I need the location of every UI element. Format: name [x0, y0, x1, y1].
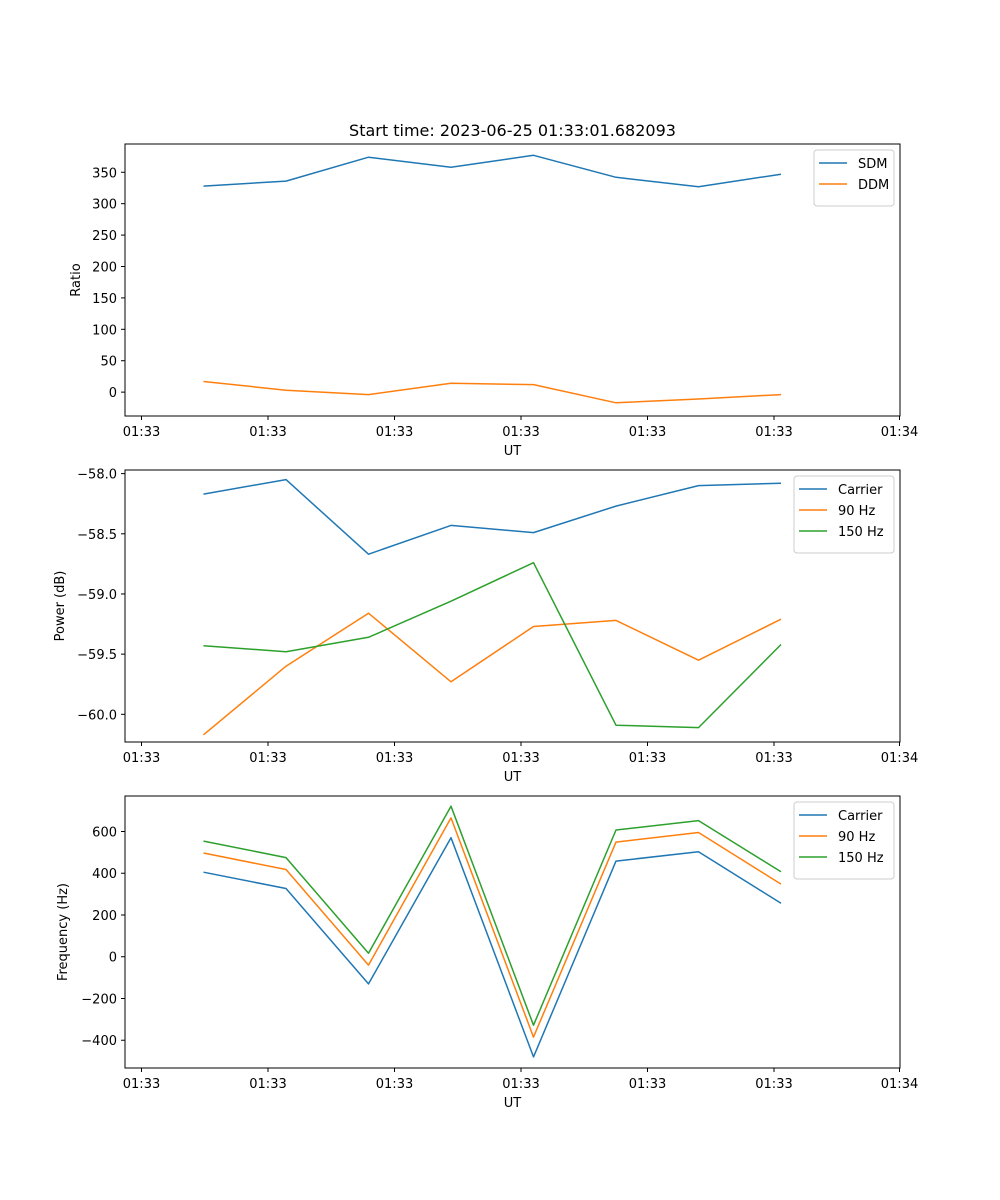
- legend-label: 90 Hz: [838, 830, 875, 845]
- legend-frame: [793, 801, 895, 880]
- y-tick-label: −59.5: [77, 648, 117, 663]
- x-axis-label: UT: [504, 770, 522, 785]
- x-tick-label: 01:33: [376, 751, 413, 766]
- x-tick-label: 01:33: [249, 751, 286, 766]
- axes-frame: [124, 795, 901, 1069]
- y-tick-label: −200: [81, 992, 117, 1007]
- y-tick-label: −59.0: [77, 588, 117, 603]
- x-tick-label: 01:33: [755, 425, 792, 440]
- x-tick-label: 01:34: [881, 1077, 918, 1092]
- y-tick-label: 400: [92, 867, 117, 882]
- plot-panel-2: 01:33 01:33 01:33 01:33 01:33 01:33 01:34 −60.0…: [53, 468, 918, 785]
- series-line-150-hz: [203, 805, 782, 1026]
- x-tick-label: 01:33: [123, 425, 160, 440]
- y-tick-label: 0: [109, 951, 117, 966]
- y-tick-label: −400: [81, 1034, 117, 1049]
- axes-frame: [124, 143, 901, 417]
- legend-frame: [793, 475, 895, 554]
- series-line-sdm: [203, 154, 782, 188]
- series-line-150-hz: [203, 561, 782, 729]
- y-tick-label: 200: [92, 260, 117, 275]
- series-line-90-hz: [203, 817, 782, 1038]
- legend-frame: [813, 149, 895, 207]
- y-axis-label: Ratio: [69, 263, 84, 296]
- x-axis-label: UT: [504, 1096, 522, 1111]
- chart-title: Start time: 2023-06-25 01:33:01.682093: [349, 121, 676, 140]
- x-tick-label: 01:33: [755, 1077, 792, 1092]
- plot-panel-3: 01:33 01:33 01:33 01:33 01:33 01:33 01:34 −400 −…: [56, 795, 918, 1111]
- y-tick-label: 150: [92, 292, 117, 307]
- legend: SDM DDM: [813, 149, 895, 207]
- y-tick-label: −58.0: [77, 468, 117, 483]
- legend-label: SDM: [858, 157, 887, 172]
- series-line-carrier: [203, 836, 782, 1058]
- x-tick-label: 01:33: [376, 1077, 413, 1092]
- plot-panel-1: 01:33 01:33 01:33 01:33 01:33 01:33 01:34 0 50 10…: [69, 143, 918, 459]
- x-tick-label: 01:33: [249, 1077, 286, 1092]
- legend: Carrier 90 Hz 150 Hz: [793, 801, 895, 880]
- legend-label: Carrier: [838, 483, 883, 498]
- x-tick-label: 01:33: [755, 751, 792, 766]
- x-tick-label: 01:33: [249, 425, 286, 440]
- legend-label: Carrier: [838, 809, 883, 824]
- y-tick-label: 50: [100, 355, 117, 370]
- series-line-ddm: [203, 380, 782, 404]
- x-tick-label: 01:33: [123, 751, 160, 766]
- y-tick-label: 300: [92, 198, 117, 213]
- y-tick-label: 250: [92, 229, 117, 244]
- x-tick-label: 01:33: [502, 1077, 539, 1092]
- x-tick-label: 01:33: [123, 1077, 160, 1092]
- series-line-carrier: [203, 478, 782, 555]
- legend: Carrier 90 Hz 150 Hz: [793, 475, 895, 554]
- x-tick-label: 01:33: [376, 425, 413, 440]
- legend-label: 90 Hz: [838, 504, 875, 519]
- x-tick-label: 01:33: [629, 425, 666, 440]
- y-tick-label: −58.5: [77, 528, 117, 543]
- legend-label: 150 Hz: [838, 525, 884, 540]
- series-line-90-hz: [203, 612, 782, 736]
- y-axis-label: Power (dB): [53, 571, 68, 642]
- x-tick-label: 01:33: [629, 1077, 666, 1092]
- x-tick-label: 01:34: [881, 425, 918, 440]
- y-tick-label: 100: [92, 323, 117, 338]
- y-tick-label: 200: [92, 909, 117, 924]
- y-tick-label: −60.0: [77, 708, 117, 723]
- y-tick-label: 600: [92, 825, 117, 840]
- legend-label: DDM: [858, 178, 889, 193]
- y-axis-label: Frequency (Hz): [56, 883, 71, 981]
- x-axis-label: UT: [504, 444, 522, 459]
- y-tick-label: 0: [109, 386, 117, 401]
- y-tick-label: 350: [92, 166, 117, 181]
- x-tick-label: 01:34: [881, 751, 918, 766]
- legend-label: 150 Hz: [838, 851, 884, 866]
- axes-frame: [124, 469, 901, 743]
- x-tick-label: 01:33: [502, 751, 539, 766]
- x-tick-label: 01:33: [502, 425, 539, 440]
- x-tick-label: 01:33: [629, 751, 666, 766]
